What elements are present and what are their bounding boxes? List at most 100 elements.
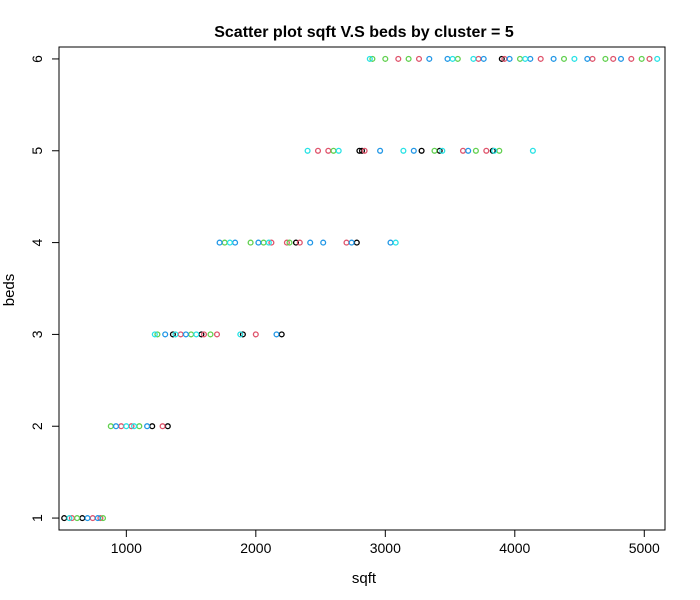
data-point (131, 423, 138, 430)
data-point (426, 55, 433, 62)
data-point (392, 239, 399, 246)
y-tick-label: 2 (29, 422, 45, 430)
data-point (610, 55, 617, 62)
data-point (439, 147, 446, 154)
data-point (571, 55, 578, 62)
data-point (221, 239, 228, 246)
data-point (237, 331, 244, 338)
data-point (410, 147, 417, 154)
data-point (496, 147, 503, 154)
data-point (213, 331, 221, 338)
data-point (232, 239, 239, 246)
x-tick-label: 3000 (370, 540, 401, 556)
data-point (537, 55, 544, 62)
data-point (94, 515, 101, 522)
data-point (144, 423, 151, 430)
data-point (188, 331, 195, 338)
data-point (366, 55, 373, 62)
data-point (154, 331, 161, 338)
y-axis: 1 2 3 4 5 6 (29, 55, 60, 522)
data-point (361, 147, 368, 154)
data-point (454, 55, 461, 62)
y-tick-label: 5 (29, 147, 45, 155)
data-point (449, 55, 456, 62)
x-tick-label: 2000 (240, 540, 271, 556)
data-point (268, 239, 275, 246)
data-point (358, 147, 366, 154)
data-point (550, 55, 557, 62)
data-point (400, 147, 407, 154)
data-point (159, 423, 166, 430)
data-point (506, 55, 513, 62)
data-point (283, 239, 290, 246)
data-point (162, 331, 169, 338)
data-point (320, 239, 327, 246)
data-points (61, 55, 661, 522)
data-point (216, 239, 223, 246)
data-point (296, 239, 303, 246)
data-point (335, 147, 342, 154)
data-point (444, 55, 451, 62)
data-point (314, 147, 322, 154)
data-point (638, 55, 645, 62)
data-point (529, 147, 536, 154)
data-point (470, 55, 477, 62)
x-tick-label: 4000 (499, 540, 530, 556)
data-point (177, 331, 184, 338)
data-point (207, 331, 214, 338)
data-point (387, 239, 394, 246)
data-point (343, 239, 350, 246)
data-point (369, 55, 376, 62)
data-point (382, 55, 389, 62)
data-point (405, 55, 412, 62)
data-point (330, 147, 337, 154)
y-tick-label: 4 (29, 238, 45, 246)
data-point (149, 423, 156, 430)
data-point (395, 55, 402, 62)
data-point (472, 147, 479, 154)
data-point (265, 239, 272, 246)
data-point (304, 147, 311, 154)
data-point (459, 147, 467, 154)
data-point (522, 55, 529, 62)
data-point (136, 423, 143, 430)
data-point (169, 331, 176, 338)
data-point (164, 423, 171, 430)
data-point (516, 55, 524, 62)
x-axis: 1000 2000 3000 4000 5000 (111, 529, 660, 556)
data-point (431, 147, 438, 154)
data-point (107, 423, 114, 430)
data-point (89, 515, 96, 522)
data-point (589, 55, 596, 62)
data-point (260, 239, 267, 246)
data-point (61, 515, 68, 522)
data-point (491, 147, 498, 154)
data-point (172, 331, 179, 338)
data-point (66, 515, 73, 522)
data-point (84, 515, 91, 522)
data-point (560, 55, 568, 62)
data-point (602, 55, 609, 62)
data-point (239, 331, 246, 338)
data-point (123, 423, 130, 430)
x-tick-label: 5000 (629, 540, 660, 556)
y-tick-label: 6 (29, 55, 45, 63)
data-point (377, 147, 384, 154)
data-point (74, 515, 81, 522)
data-point (273, 331, 280, 338)
data-point (97, 515, 104, 522)
data-point (112, 423, 120, 430)
x-tick-label: 1000 (111, 540, 142, 556)
data-point (465, 147, 472, 154)
data-point (353, 239, 360, 246)
data-point (418, 147, 425, 154)
y-tick-label: 1 (29, 514, 45, 522)
chart-title: Scatter plot sqft V.S beds by cluster = … (214, 24, 514, 41)
data-point (628, 55, 635, 62)
data-point (584, 55, 591, 62)
plot-frame (58, 46, 666, 531)
data-point (200, 331, 208, 338)
data-point (79, 515, 86, 522)
data-point (252, 331, 259, 338)
